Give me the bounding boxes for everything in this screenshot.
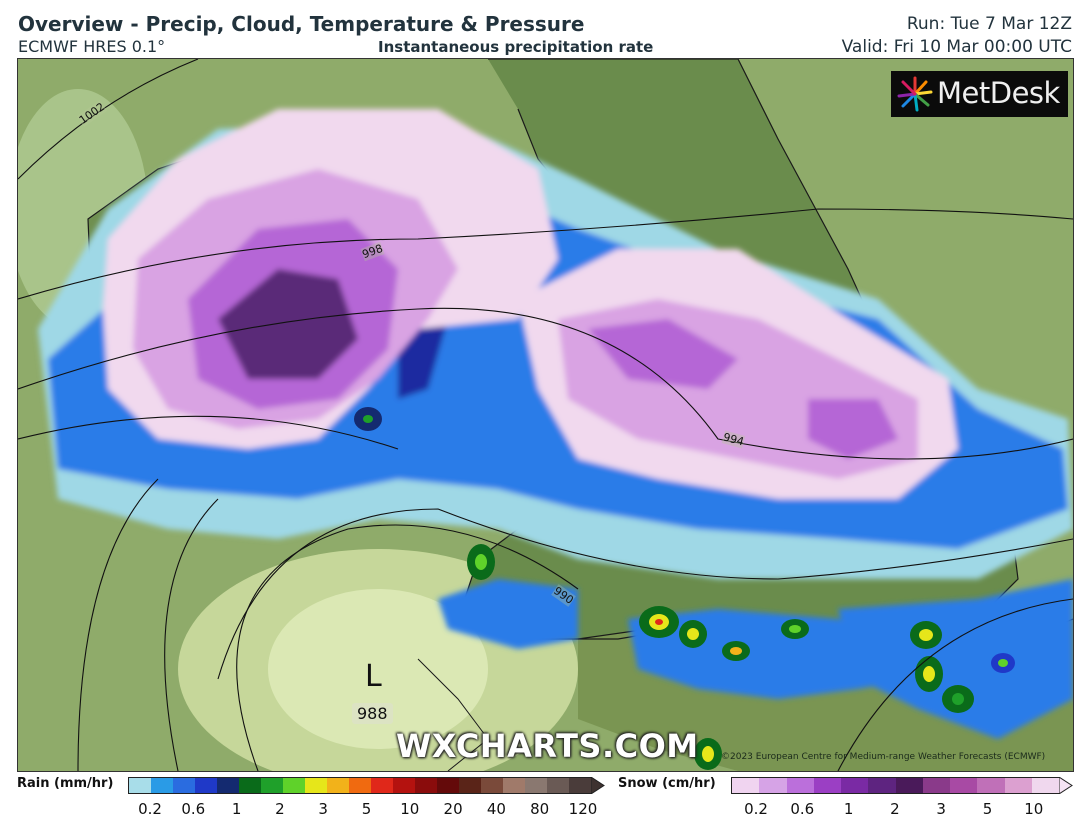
rain-tick-label: 10 [400,800,420,818]
copyright-text: ©2023 European Centre for Medium-range W… [721,752,1046,762]
rain-swatch [305,778,327,793]
snow-heavy-area-east [808,399,898,459]
rain-northfrance-area [838,579,1073,739]
rain-tick-label: 80 [530,800,550,818]
rain-swatch [503,778,525,793]
rain-tick-label: 120 [568,800,598,818]
rain-tick-label: 0.2 [138,800,162,818]
rain-swatch [415,778,437,793]
snow-colorbar [731,777,1060,794]
isobar-west-1 [77,478,159,771]
rain-swatch [173,778,195,793]
snow-tick-label: 3 [936,800,946,818]
metdesk-logo: MetDesk [891,71,1068,117]
snow-legend-label: Snow (cm/hr) [618,776,716,791]
rain-swatch [261,778,283,793]
snow-swatch [922,778,950,793]
rain-swatch [371,778,393,793]
field-name: Instantaneous precipitation rate [378,38,654,56]
rain-tick-label: 1 [231,800,242,818]
isobar-1002 [18,59,199,180]
rain-tick-label: 5 [361,800,372,818]
rain-swatch [525,778,547,793]
snow-colorbar-arrow-icon [1059,777,1073,794]
rain-swatch [129,778,151,793]
rain-tick-label: 40 [486,800,506,818]
precip-layer [38,109,1073,739]
isobar-990-inner [236,524,579,771]
metdesk-logo-text: MetDesk [937,76,1060,110]
isobar-994-west [18,415,399,450]
rain-tick-label: 0.6 [181,800,206,818]
snow-intense-area-ireland [218,269,358,379]
rain-swatch [239,778,261,793]
rain-colorbar-arrow-icon [591,777,605,794]
snow-tick-label: 0.2 [744,800,768,818]
convective-cells [354,407,1015,770]
weather-map[interactable]: 1002 998 994 990 L 988 MetDesk WXCHARTS.… [17,58,1074,772]
model-name: ECMWF HRES 0.1° [18,37,166,56]
snow-swatch [895,778,923,793]
snow-swatch [732,778,760,793]
low-pressure-marker: L [365,659,382,694]
rain-tick-label: 2 [275,800,285,818]
chart-title: Overview - Precip, Cloud, Temperature & … [18,12,585,36]
valid-time: Valid: Fri 10 Mar 00:00 UTC [841,37,1072,57]
snow-tick-label: 0.6 [790,800,815,818]
rain-swatch [437,778,459,793]
snow-swatch [759,778,787,793]
snow-swatch [813,778,841,793]
brittany-coastline [417,658,489,771]
rain-swatch [151,778,173,793]
rain-swatch [547,778,569,793]
snow-tick-label: 10 [1024,800,1044,818]
metdesk-burst-icon [897,76,933,112]
rain-swatch [283,778,305,793]
rain-swatch [459,778,481,793]
rain-swatch [217,778,239,793]
rain-swatch [349,778,371,793]
snow-heavy-area-england [588,319,738,389]
rain-tick-label: 3 [318,800,328,818]
rain-tick-label: 20 [443,800,463,818]
rain-colorbar [128,777,592,794]
isobar-west-2 [164,498,219,771]
rain-channel-area [438,579,578,649]
snow-tick-label: 5 [982,800,993,818]
snow-swatch [868,778,896,793]
isobar-southeast [837,598,1073,771]
isobar-994 [18,307,1073,460]
run-time: Run: Tue 7 Mar 12Z [906,14,1072,34]
snow-swatch [786,778,814,793]
snow-swatch [1004,778,1032,793]
snow-tick-label: 1 [843,800,854,818]
low-pressure-value: 988 [352,703,393,724]
rain-swatch [393,778,415,793]
rain-swatch [481,778,503,793]
isobar-998 [18,208,1073,300]
snow-swatch [977,778,1005,793]
rain-swatch [327,778,349,793]
low-pressure-center-area [268,589,488,749]
snow-tick-label: 2 [890,800,900,818]
snow-swatch [950,778,978,793]
snow-swatch [841,778,869,793]
rain-legend-label: Rain (mm/hr) [17,776,114,791]
wxcharts-watermark: WXCHARTS.COM [396,727,699,765]
rain-swatch [569,778,591,793]
map-canvas [18,59,1073,771]
isobar-lines [18,59,1073,771]
snow-swatch [1031,778,1059,793]
rain-swatch [195,778,217,793]
